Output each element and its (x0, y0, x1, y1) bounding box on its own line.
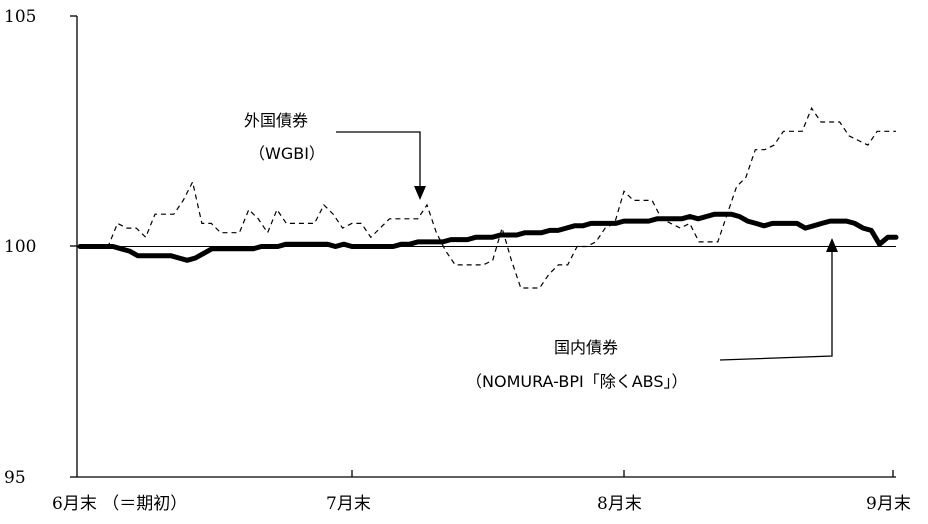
annotation-domestic-title: 国内債券 (554, 338, 618, 357)
x-tick-label: 8月末 (597, 494, 642, 514)
annotation-foreign-arrowhead (414, 186, 426, 200)
annotation-foreign-sub: （WGBI） (249, 144, 325, 163)
x-tick-label: 9月末 (866, 494, 911, 514)
annotation-domestic-arrowhead (826, 238, 838, 252)
annotation-domestic-leader (719, 250, 833, 361)
annotation-domestic-sub: （NOMURA-BPI「除くABS」） (466, 372, 688, 391)
y-tick-label: 100 (4, 237, 36, 257)
series-line-domestic-bonds (77, 211, 899, 263)
y-tick-label: 105 (4, 7, 36, 27)
series-line-foreign-bonds (80, 106, 896, 289)
annotation-foreign-title: 外国債券 (244, 111, 308, 130)
x-tick-label: 6月末 （＝期初） (52, 494, 187, 514)
annotation-foreign-leader (336, 131, 421, 188)
x-tick-label: 7月末 (326, 494, 371, 514)
y-tick-label: 95 (4, 468, 26, 488)
